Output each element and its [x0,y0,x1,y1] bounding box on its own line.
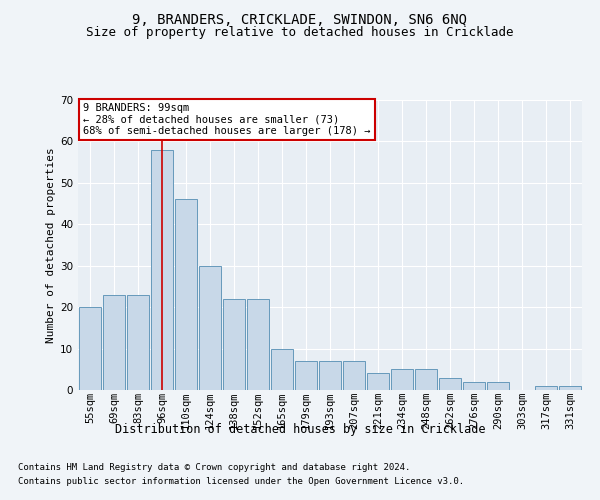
Y-axis label: Number of detached properties: Number of detached properties [46,147,56,343]
Bar [367,374,389,390]
Text: 9, BRANDERS, CRICKLADE, SWINDON, SN6 6NQ: 9, BRANDERS, CRICKLADE, SWINDON, SN6 6NQ [133,12,467,26]
Bar [319,361,341,390]
Bar [487,382,509,390]
Bar [103,294,125,390]
Bar [223,299,245,390]
Text: Distribution of detached houses by size in Cricklade: Distribution of detached houses by size … [115,422,485,436]
Bar [559,386,581,390]
Text: Contains HM Land Registry data © Crown copyright and database right 2024.: Contains HM Land Registry data © Crown c… [18,462,410,471]
Text: Size of property relative to detached houses in Cricklade: Size of property relative to detached ho… [86,26,514,39]
Bar [271,348,293,390]
Bar [391,370,413,390]
Bar [463,382,485,390]
Text: 9 BRANDERS: 99sqm
← 28% of detached houses are smaller (73)
68% of semi-detached: 9 BRANDERS: 99sqm ← 28% of detached hous… [83,103,371,136]
Bar [295,361,317,390]
Bar [415,370,437,390]
Bar [79,307,101,390]
Bar [439,378,461,390]
Bar [199,266,221,390]
Text: Contains public sector information licensed under the Open Government Licence v3: Contains public sector information licen… [18,478,464,486]
Bar [127,294,149,390]
Bar [247,299,269,390]
Bar [343,361,365,390]
Bar [151,150,173,390]
Bar [535,386,557,390]
Bar [175,200,197,390]
